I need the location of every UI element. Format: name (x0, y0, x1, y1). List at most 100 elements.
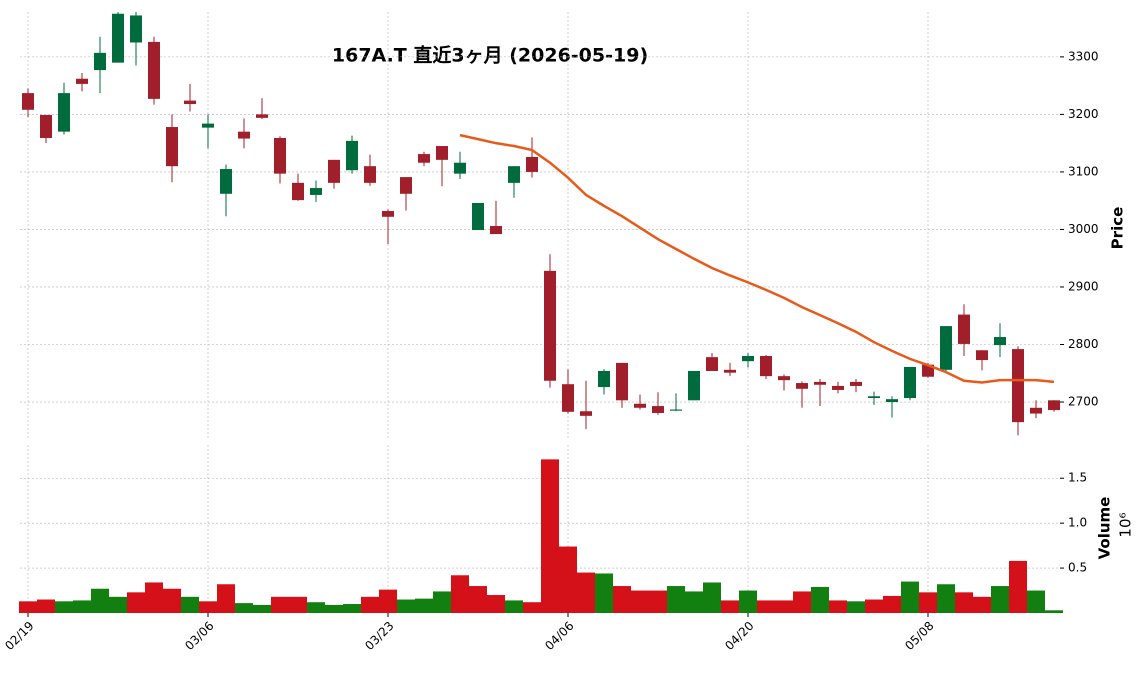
y-tick-label: 2800 (1068, 337, 1099, 351)
candle-body (166, 127, 178, 167)
candle-body (490, 226, 502, 235)
volume-bar (37, 599, 55, 613)
volume-bar (127, 592, 145, 613)
volume-bar (235, 603, 253, 613)
volume-bar (289, 596, 307, 613)
x-tick-label: 03/23 (362, 619, 396, 653)
candle-body (364, 166, 376, 183)
candle-body (994, 337, 1006, 346)
volume-bar (415, 598, 433, 613)
candle-body (688, 370, 700, 401)
y-tick-label: 0.5 (1068, 561, 1087, 575)
volume-bar (631, 590, 649, 613)
y-tick-label: 3200 (1068, 107, 1099, 121)
y-tick-label: 3300 (1068, 49, 1099, 63)
candle-body (310, 188, 322, 195)
volume-bar (883, 595, 901, 613)
moving-average (459, 133, 1055, 384)
candle-body (418, 154, 430, 163)
candle-body (940, 326, 952, 370)
volume-bar (739, 590, 757, 613)
candle-body (508, 166, 520, 183)
y-tick-label: 3100 (1068, 164, 1099, 178)
candle-body (814, 381, 826, 385)
volume-bar (955, 592, 973, 613)
volume-bar (847, 601, 865, 613)
candle-body (652, 406, 664, 413)
volume-bar (307, 602, 325, 613)
x-tick-label: 04/06 (542, 619, 576, 653)
volume-bar (919, 592, 937, 613)
volume-bar (271, 596, 289, 613)
candle-body (958, 314, 970, 344)
candle-body (886, 399, 898, 403)
x-tick-label: 04/20 (722, 619, 756, 653)
volume-bar (379, 589, 397, 613)
candle-body (382, 211, 394, 217)
volume-bar (73, 600, 91, 613)
volume-bar (19, 601, 37, 613)
y-tick-label: 2700 (1068, 395, 1099, 409)
candle-body (292, 182, 304, 201)
volume-bar (973, 596, 991, 613)
candle-body (130, 15, 142, 43)
volume-bar (721, 600, 739, 613)
volume-bar (199, 601, 217, 613)
volume-bar (505, 600, 523, 613)
volume-bar (811, 586, 829, 613)
candle-body (220, 169, 232, 194)
volume-bar (793, 591, 811, 613)
y-tick-label: 1.0 (1068, 516, 1087, 530)
volume-bar (55, 601, 73, 613)
candle-body (472, 202, 484, 231)
volume-bar (685, 591, 703, 613)
candle-body (976, 350, 988, 361)
volume-bar (145, 582, 163, 613)
candle-body (526, 156, 538, 172)
candle-body (112, 13, 124, 63)
volume-bar (433, 591, 451, 613)
volume-bar (253, 604, 271, 613)
volume-bar (667, 586, 685, 613)
candle-body (1030, 407, 1042, 414)
candle-body (76, 78, 88, 84)
candle-body (670, 409, 682, 411)
candle-body (328, 159, 340, 183)
volume-bar (91, 588, 109, 613)
candle-body (238, 131, 250, 139)
candle-body (256, 114, 268, 118)
volume-bar (991, 586, 1009, 613)
candle-body (184, 100, 196, 105)
volume-bar (595, 573, 613, 613)
volume-bar (703, 582, 721, 613)
candle-body (1048, 400, 1060, 411)
candle-body (616, 362, 628, 401)
candle-body (40, 114, 52, 138)
y-axis-label: Volume (1096, 497, 1114, 560)
candle-body (634, 403, 646, 408)
volume-bar (937, 584, 955, 613)
volume-bar (901, 581, 919, 613)
volume-bar (757, 600, 775, 613)
candle-body (562, 384, 574, 412)
volume-bar (577, 572, 595, 613)
volume-bar (109, 596, 127, 613)
candle-body (868, 396, 880, 399)
y-tick-label: 2900 (1068, 279, 1099, 293)
candle-body (796, 383, 808, 389)
y-tick-label: 1.5 (1068, 471, 1087, 485)
x-tick-label: 05/08 (902, 619, 936, 653)
candle-body (346, 140, 358, 171)
volume-bar (451, 575, 469, 613)
volume-bar (541, 459, 559, 613)
volume-bar (523, 602, 541, 613)
candle-body (832, 385, 844, 390)
chart-title: 167A.T 直近3ヶ月 (2026-05-19) (332, 44, 648, 67)
offset-label: 10⁶ (1117, 512, 1135, 537)
x-tick-label: 03/06 (182, 619, 216, 653)
volume-bar (829, 600, 847, 613)
volume-bar (1045, 610, 1063, 613)
candle-body (778, 376, 790, 381)
x-tick-label: 02/19 (2, 619, 36, 653)
